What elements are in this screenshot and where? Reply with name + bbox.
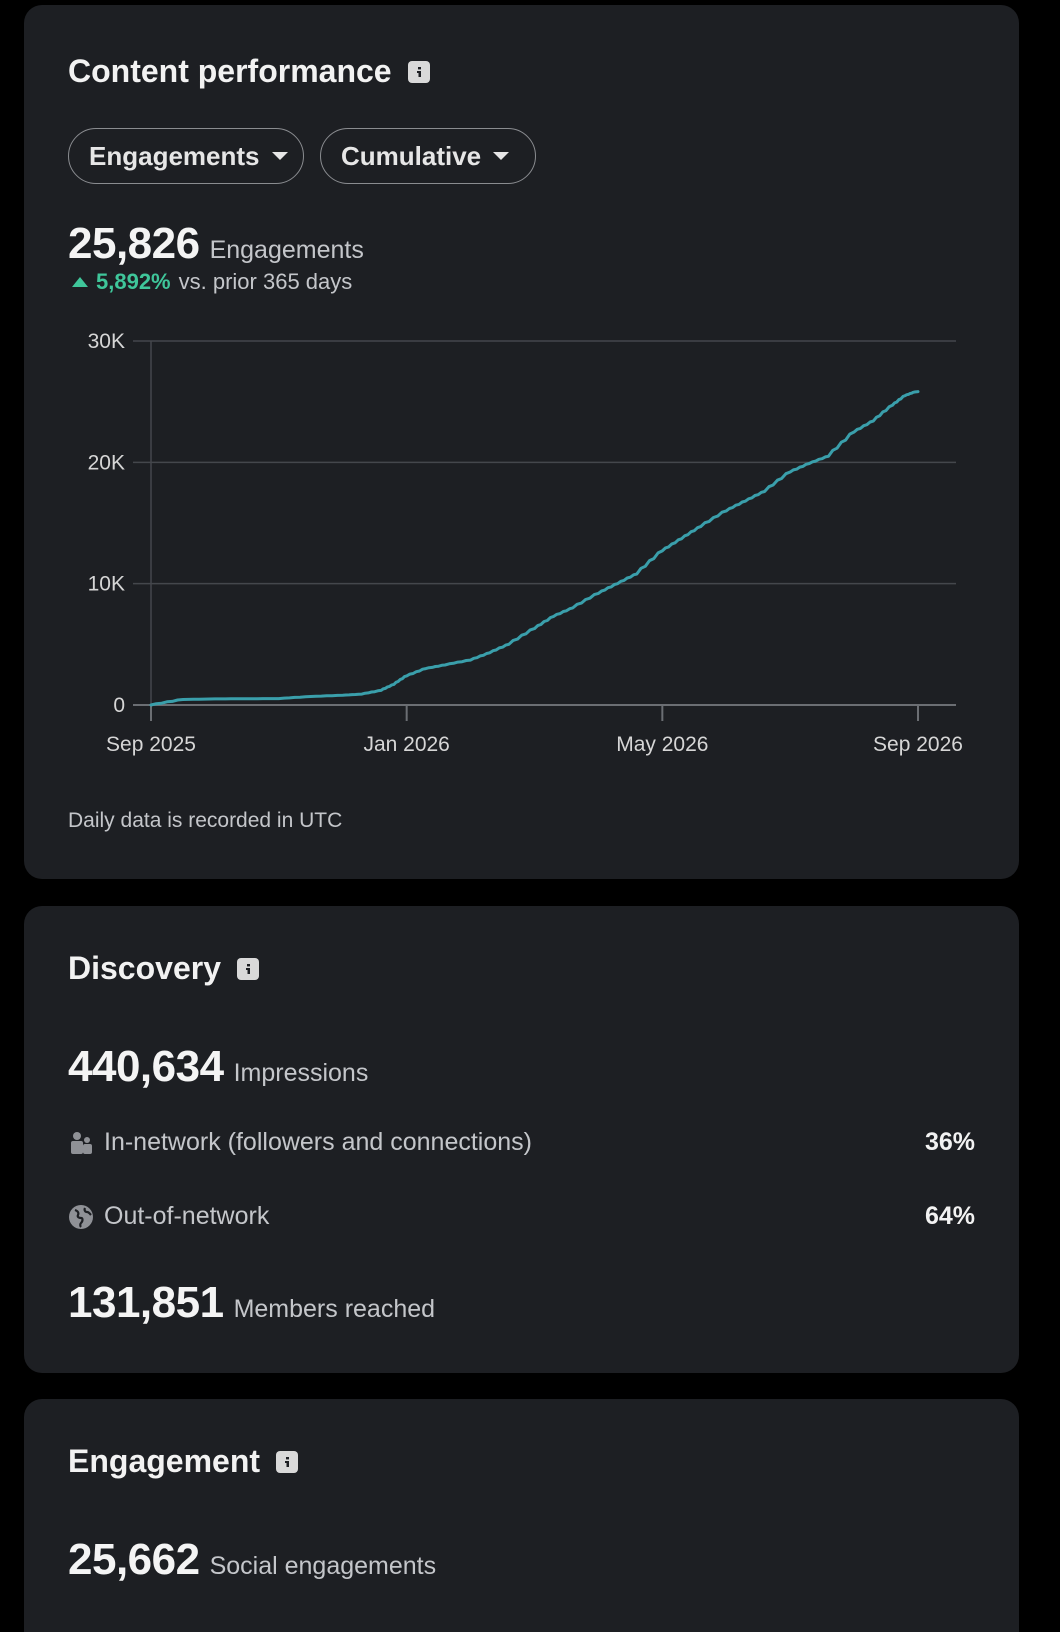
chevron-down-icon [493, 152, 510, 160]
mode-dropdown[interactable]: Cumulative [320, 128, 536, 184]
info-icon[interactable] [276, 1450, 299, 1473]
content-performance-title-text: Content performance [68, 53, 392, 89]
y-tick-label: 10K [88, 573, 125, 596]
total-engagements: 25,826 Engagements [68, 219, 364, 269]
social-engagements-label: Social engagements [209, 1552, 437, 1580]
people-icon [68, 1130, 94, 1156]
discovery-title: Discovery [68, 950, 259, 987]
x-tick-label: May 2026 [616, 733, 708, 756]
x-tick-label: Sep 2026 [873, 733, 963, 756]
globe-icon [68, 1204, 94, 1230]
arrow-up-icon [72, 277, 88, 287]
chevron-down-icon [271, 152, 288, 160]
in-network-row: In-network (followers and connections) 3… [68, 1128, 975, 1157]
discovery-title-text: Discovery [68, 950, 221, 986]
y-tick-label: 20K [88, 451, 125, 474]
content-performance-card: Content performance Engagements Cumulati… [24, 5, 1019, 879]
y-tick-label: 30K [88, 330, 125, 353]
members-reached-label: Members reached [233, 1295, 436, 1323]
delta-comparison-text: vs. prior 365 days [178, 269, 353, 294]
impressions-value: 440,634 [68, 1042, 224, 1091]
info-icon[interactable] [236, 957, 259, 980]
delta-percent: 5,892% [96, 269, 171, 294]
engagement-title: Engagement [68, 1443, 299, 1480]
in-network-value: 36% [924, 1128, 975, 1156]
out-of-network-row: Out-of-network 64% [68, 1202, 975, 1231]
engagements-line-chart: 0 10K 20K 30K Sep 2025 Jan 2026 May 2026 Sep 20… [88, 330, 963, 756]
discovery-card: Discovery 440,634 Impressions In-network… [24, 906, 1019, 1373]
metric-dropdown[interactable]: Engagements [68, 128, 304, 184]
mode-dropdown-label: Cumulative [341, 140, 482, 171]
members-reached-metric: 131,851 Members reached [68, 1278, 435, 1328]
info-icon[interactable] [407, 60, 430, 83]
members-reached-value: 131,851 [68, 1278, 224, 1327]
engagement-title-text: Engagement [68, 1443, 261, 1479]
total-engagements-value: 25,826 [68, 219, 200, 268]
engagement-card: Engagement 25,662 Social engagements [24, 1399, 1019, 1632]
social-engagements-metric: 25,662 Social engagements [68, 1535, 436, 1585]
delta-indicator: 5,892% vs. prior 365 days [72, 269, 352, 295]
out-of-network-label: Out-of-network [104, 1202, 270, 1230]
metric-dropdown-label: Engagements [89, 140, 260, 171]
series-line-0 [149, 390, 920, 707]
x-tick-label: Jan 2026 [363, 733, 449, 756]
total-engagements-label: Engagements [209, 236, 364, 264]
utc-footnote: Daily data is recorded in UTC [68, 809, 343, 832]
impressions-label: Impressions [233, 1059, 369, 1087]
content-performance-title: Content performance [68, 53, 430, 90]
in-network-label: In-network (followers and connections) [104, 1128, 532, 1156]
y-tick-label: 0 [113, 694, 125, 717]
x-tick-label: Sep 2025 [106, 733, 196, 756]
social-engagements-value: 25,662 [68, 1535, 200, 1584]
out-of-network-value: 64% [924, 1202, 975, 1230]
impressions-metric: 440,634 Impressions [68, 1042, 368, 1092]
